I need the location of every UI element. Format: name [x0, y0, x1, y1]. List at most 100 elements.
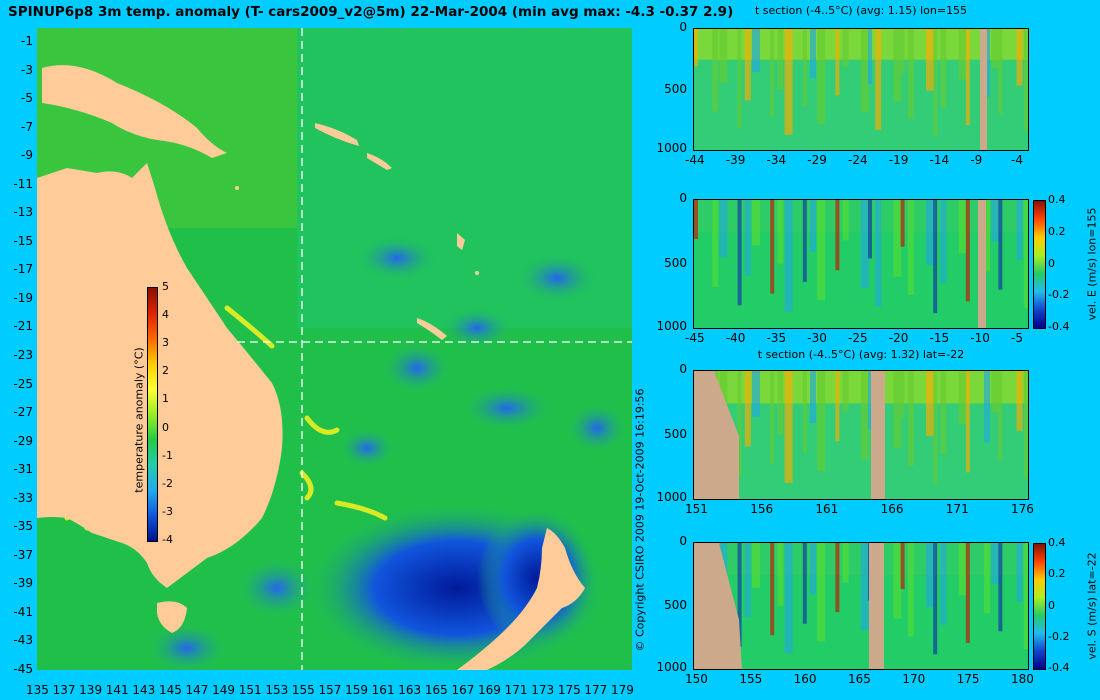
section-panel-plot[interactable]	[693, 28, 1029, 151]
lon-tick-label: 153	[265, 683, 289, 697]
section-streak	[810, 29, 816, 79]
map-title: SPINUP6p8 3m temp. anomaly (T- cars2009_…	[8, 4, 734, 20]
section-streak	[784, 200, 793, 312]
velocity-colorbar-tick: 0.4	[1048, 536, 1066, 549]
section-streak	[770, 371, 775, 465]
new-zealand-landmass	[457, 528, 585, 670]
section-x-tick-label: -24	[848, 153, 868, 167]
section-streak	[965, 29, 970, 125]
section-streak	[991, 29, 1000, 69]
section-streak	[926, 543, 934, 607]
section-streak	[835, 543, 840, 613]
section-streak	[965, 200, 970, 302]
lon-tick-label: 151	[238, 683, 262, 697]
velocity-colorbar-label: vel. S (m/s) lat=-22	[1085, 551, 1099, 660]
section-x-tick-label: 180	[1011, 672, 1034, 686]
lat-tick-label: -29	[13, 433, 33, 448]
lat-tick-label: -13	[13, 205, 33, 220]
section-x-tick-label: -30	[807, 331, 827, 345]
section-streak	[998, 200, 1003, 290]
section-streak	[744, 200, 751, 276]
section-streak	[958, 543, 967, 596]
section-panel-plot[interactable]	[693, 199, 1029, 329]
lat-tick-label: -19	[13, 290, 33, 305]
lat-tick-label: -5	[21, 91, 33, 106]
map-colorbar-tick: 5	[162, 280, 169, 293]
velocity-colorbar-label: vel. E (m/s) lon=155	[1085, 207, 1099, 320]
depth-tick-label: 0	[679, 191, 687, 205]
lon-tick-label: 143	[132, 683, 156, 697]
section-streak	[770, 200, 775, 294]
depth-tick-label: 0	[679, 362, 687, 376]
section-streak	[1023, 371, 1028, 479]
section-panel-plot[interactable]	[693, 542, 1029, 670]
section-streak	[958, 200, 967, 254]
section-streak	[893, 200, 902, 277]
eddy-pattern	[147, 236, 627, 670]
section-streak	[900, 29, 905, 74]
lon-tick-label: 179	[611, 683, 634, 697]
section-streak	[926, 200, 934, 265]
lon-tick-label: 157	[318, 683, 342, 697]
section-x-tick-label: 166	[880, 502, 904, 516]
section-streak	[802, 200, 807, 282]
section-panel-title: t section (-4..5°C) (avg: 1.15) lon=155	[754, 4, 968, 17]
section-streak	[817, 29, 826, 124]
section-streak	[694, 29, 698, 66]
section-streak	[984, 200, 990, 272]
lat-tick-label: -27	[13, 405, 33, 420]
section-land	[978, 200, 986, 328]
section-streak	[860, 29, 869, 113]
section-x-tick-label: 170	[902, 672, 926, 686]
section-streak	[907, 543, 914, 637]
section-streak	[770, 543, 775, 636]
section-streak	[752, 29, 760, 73]
velocity-colorbar-tick: 0.2	[1048, 224, 1066, 238]
section-x-tick-label: 151	[685, 502, 708, 516]
section-streak	[940, 200, 947, 284]
depth-tick-label: 1000	[656, 319, 687, 333]
section-streak	[810, 543, 816, 595]
velocity-colorbar-tick: -0.4	[1048, 320, 1070, 333]
section-x-tick-label: -20	[888, 331, 909, 345]
section-streak	[998, 29, 1003, 114]
lat-tick-label: -39	[13, 576, 33, 591]
lon-tick-label: 141	[105, 683, 129, 697]
section-x-tick-label: -39	[725, 153, 746, 167]
section-streak	[958, 29, 967, 80]
depth-tick-label: 1000	[656, 490, 687, 504]
section-streak	[752, 543, 760, 588]
section-streak	[933, 200, 938, 314]
section-streak	[907, 371, 914, 466]
section-streak	[737, 29, 742, 129]
section-streak	[744, 543, 751, 618]
map-colorbar-tick: -4	[162, 533, 173, 546]
section-streak	[933, 29, 938, 137]
lon-tick-label: 155	[291, 683, 315, 697]
section-x-tick-label: 150	[685, 672, 708, 686]
depth-tick-label: 500	[664, 427, 687, 441]
velocity-colorbar-tick: 0	[1048, 598, 1055, 612]
section-panel-plot[interactable]	[693, 370, 1029, 500]
lat-tick-label: -37	[13, 547, 33, 562]
lat-tick-label: -45	[13, 662, 33, 676]
section-streak	[933, 543, 938, 655]
section-streak	[835, 200, 840, 271]
lon-tick-label: 149	[212, 683, 236, 697]
section-x-tick-label: -25	[848, 331, 868, 345]
section-streak	[777, 543, 784, 606]
temperature-anomaly-map[interactable]	[37, 28, 632, 670]
section-streak	[907, 29, 914, 119]
section-streak	[940, 371, 947, 455]
lat-tick-label: -23	[13, 348, 33, 362]
section-streak	[926, 29, 934, 91]
lon-tick-label: 145	[158, 683, 182, 697]
map-colorbar-tick: 4	[162, 308, 169, 322]
section-streak	[893, 371, 902, 448]
lon-tick-label: 175	[557, 683, 581, 697]
lon-tick-label: 165	[424, 683, 448, 697]
lat-tick-label: -1	[21, 34, 33, 48]
lon-tick-label: 161	[371, 683, 395, 697]
section-streak	[842, 371, 849, 412]
section-streak	[933, 371, 938, 485]
